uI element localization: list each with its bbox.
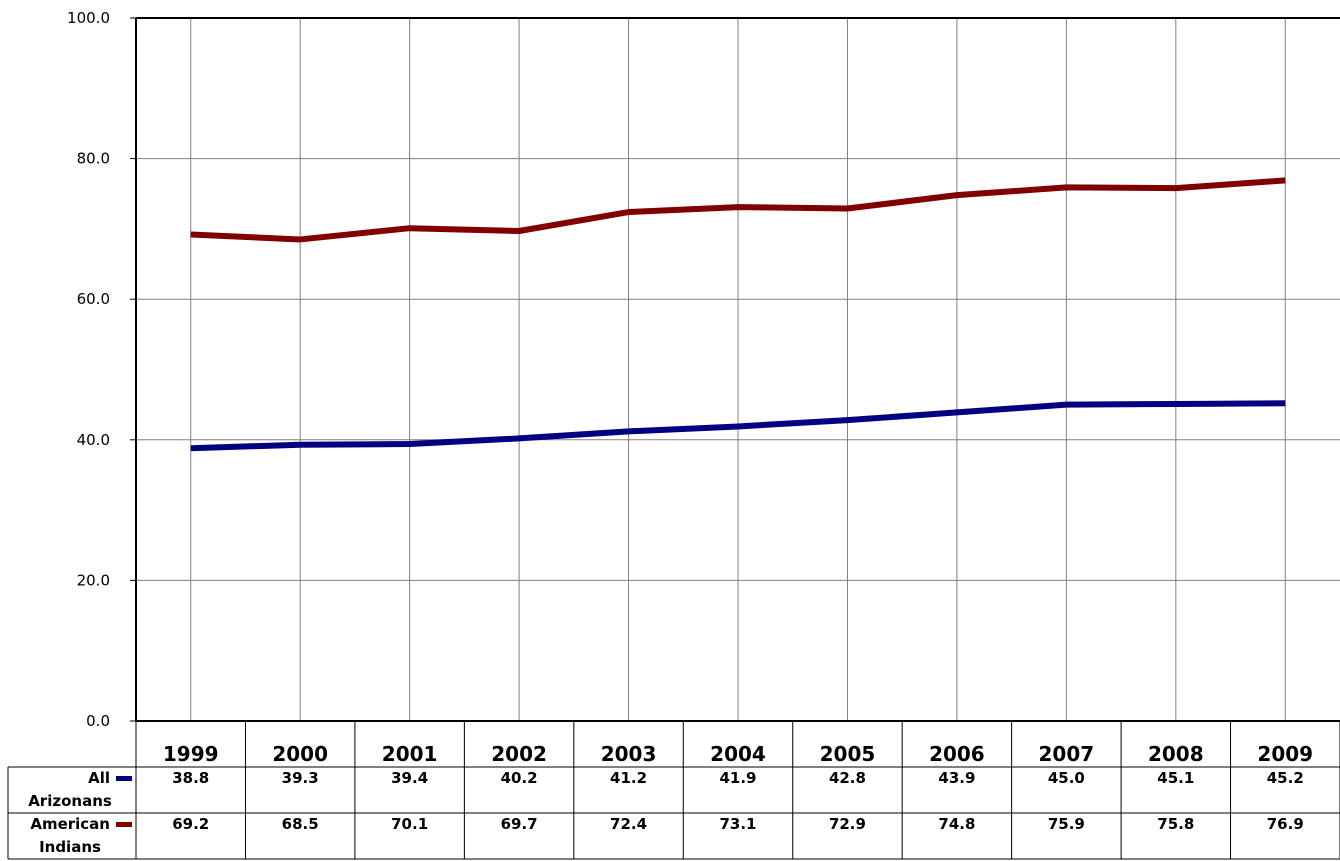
- data-table: All Arizonans 38.8 39.3 39.4 40.2 41.2 41.9 42.8…: [7, 721, 1340, 860]
- y-tick-label: 60.0: [77, 290, 110, 308]
- table-cell: 72.9: [829, 815, 866, 833]
- table-cell: 40.2: [501, 769, 538, 787]
- row-label: Arizonans: [28, 792, 112, 810]
- x-tick-label: 2001: [382, 742, 438, 766]
- y-tick-label: 100.0: [67, 9, 110, 27]
- table-cell: 45.0: [1048, 769, 1085, 787]
- table-cell: 75.9: [1048, 815, 1085, 833]
- gridlines: [136, 17, 1340, 721]
- table-cell: 75.8: [1157, 815, 1194, 833]
- table-cell: 41.2: [610, 769, 647, 787]
- table-cell: 68.5: [282, 815, 319, 833]
- x-tick-label: 2000: [272, 742, 328, 766]
- table-cell: 43.9: [938, 769, 975, 787]
- legend-key: [116, 776, 132, 781]
- x-tick-label: 2007: [1039, 742, 1095, 766]
- table-cell: 73.1: [719, 815, 756, 833]
- x-tick-label: 2003: [601, 742, 657, 766]
- table-cell: 72.4: [610, 815, 647, 833]
- table-cell: 38.8: [172, 769, 209, 787]
- plot-frame: [135, 17, 1340, 722]
- row-label: American: [30, 815, 110, 833]
- x-tick-label: 1999: [163, 742, 219, 766]
- table-cell: 45.2: [1267, 769, 1304, 787]
- row-label: Indians: [39, 838, 101, 856]
- table-cell: 45.1: [1157, 769, 1194, 787]
- table-cell: 69.2: [172, 815, 209, 833]
- table-cell: 74.8: [938, 815, 975, 833]
- table-cell: 41.9: [719, 769, 756, 787]
- y-tick-label: 0.0: [86, 712, 110, 730]
- y-tick-label: 80.0: [77, 150, 110, 168]
- x-tick-label: 2009: [1257, 742, 1313, 766]
- table-cell: 39.3: [282, 769, 319, 787]
- x-tick-label: 2008: [1148, 742, 1204, 766]
- table-cell: 42.8: [829, 769, 866, 787]
- row-label: All: [88, 769, 110, 787]
- legend-key: [116, 822, 132, 827]
- x-tick-label: 2002: [491, 742, 547, 766]
- y-tick-label: 20.0: [77, 571, 110, 589]
- y-tick-label: 40.0: [77, 431, 110, 449]
- x-axis-ticks: 1999 2000 2001 2002 2003 2004 2005 2006 2007 2008…: [163, 742, 1313, 766]
- x-tick-label: 2006: [929, 742, 985, 766]
- series-lines: [190, 177, 1286, 452]
- table-cell: 76.9: [1267, 815, 1304, 833]
- x-tick-label: 2005: [820, 742, 876, 766]
- table-cell: 70.1: [391, 815, 428, 833]
- y-axis-ticks: 0.0 20.0 40.0 60.0 80.0 100.0: [67, 9, 136, 730]
- table-cell: 69.7: [501, 815, 538, 833]
- table-cell: 39.4: [391, 769, 428, 787]
- x-tick-label: 2004: [710, 742, 766, 766]
